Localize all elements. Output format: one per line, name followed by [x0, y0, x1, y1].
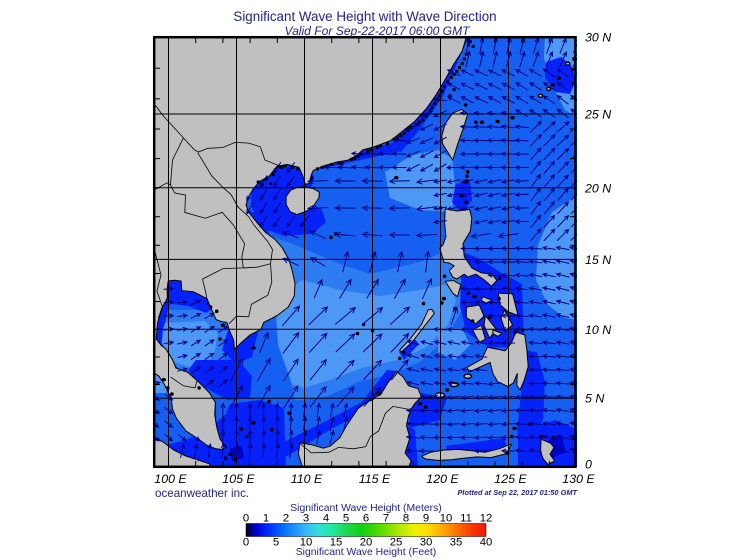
svg-text:Significant Wave Height with W: Significant Wave Height with Wave Direct… — [233, 9, 496, 24]
svg-text:35: 35 — [450, 537, 463, 549]
svg-text:3: 3 — [303, 513, 309, 525]
svg-text:8: 8 — [403, 513, 409, 525]
svg-text:110 E: 110 E — [291, 472, 323, 486]
svg-text:15: 15 — [330, 537, 343, 549]
svg-text:5 N: 5 N — [585, 392, 604, 406]
svg-text:10 N: 10 N — [585, 323, 611, 337]
svg-text:30 N: 30 N — [585, 31, 611, 45]
svg-text:6: 6 — [363, 513, 369, 525]
svg-text:25: 25 — [390, 537, 403, 549]
svg-text:20: 20 — [360, 537, 373, 549]
svg-text:2: 2 — [283, 513, 289, 525]
svg-text:0: 0 — [243, 513, 249, 525]
svg-text:0: 0 — [243, 537, 249, 549]
svg-text:4: 4 — [323, 513, 329, 525]
svg-text:7: 7 — [383, 513, 389, 525]
svg-text:15 N: 15 N — [585, 253, 611, 267]
svg-text:Valid For Sep-22-2017 06:00 GM: Valid For Sep-22-2017 06:00 GMT — [284, 24, 471, 38]
svg-text:120 E: 120 E — [426, 472, 459, 486]
svg-text:40: 40 — [480, 537, 493, 549]
svg-text:115 E: 115 E — [359, 472, 391, 486]
svg-text:20 N: 20 N — [584, 181, 611, 195]
svg-text:5: 5 — [343, 513, 349, 525]
svg-text:100 E: 100 E — [154, 472, 187, 486]
svg-text:105 E: 105 E — [222, 472, 255, 486]
svg-text:125 E: 125 E — [494, 472, 527, 486]
svg-text:oceanweather inc.: oceanweather inc. — [155, 487, 249, 500]
svg-text:10: 10 — [300, 537, 313, 549]
svg-text:9: 9 — [423, 513, 429, 525]
svg-text:Plotted at Sep 22, 2017 01:50: Plotted at Sep 22, 2017 01:50 GMT — [457, 488, 578, 497]
svg-text:Significant Wave Height (Feet): Significant Wave Height (Feet) — [296, 547, 437, 558]
svg-text:10: 10 — [440, 513, 453, 525]
svg-text:11: 11 — [460, 513, 472, 525]
svg-text:0: 0 — [585, 458, 592, 472]
svg-text:12: 12 — [480, 513, 493, 525]
svg-text:Significant Wave Height (Meter: Significant Wave Height (Meters) — [290, 503, 442, 514]
svg-text:1: 1 — [263, 513, 269, 525]
svg-text:25 N: 25 N — [584, 108, 611, 122]
svg-text:30: 30 — [420, 537, 433, 549]
svg-text:130 E: 130 E — [562, 472, 595, 486]
svg-text:5: 5 — [273, 537, 279, 549]
